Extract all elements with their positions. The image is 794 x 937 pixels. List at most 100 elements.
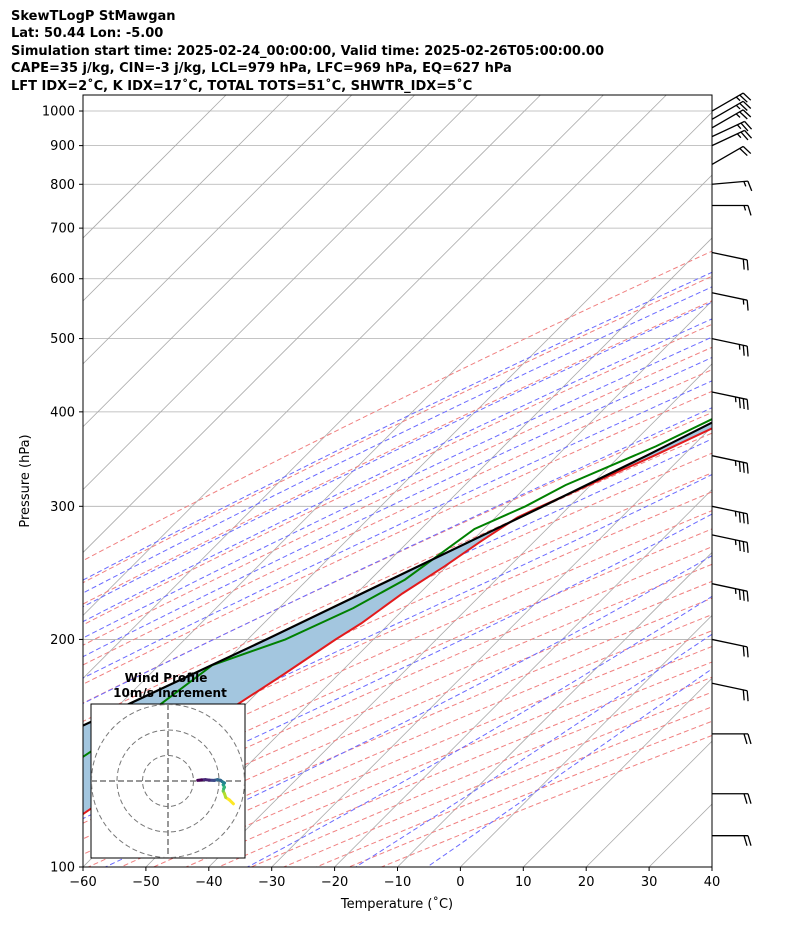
location-line: Lat: 50.44 Lon: -5.00 [11, 26, 164, 42]
barb-staff [711, 583, 748, 592]
barb-feather [742, 109, 752, 118]
inset-title: Wind Profile [125, 671, 208, 685]
barb-feather [747, 793, 752, 804]
barb-feather [746, 513, 749, 525]
isotherm-line [585, 740, 712, 867]
barb-feather [746, 300, 749, 311]
wind-barb [712, 733, 752, 745]
x-tick-label: 20 [578, 875, 595, 890]
dewpoint-line [83, 417, 712, 758]
dry-adiabat [218, 661, 712, 867]
y-tick-label: 700 [50, 222, 75, 237]
wind-barbs [711, 92, 753, 846]
isotherm-line [83, 95, 353, 365]
barb-staff [711, 180, 748, 185]
barb-staff [711, 100, 744, 120]
barb-feather [738, 512, 741, 523]
wind-barb [711, 100, 752, 120]
barb-half-feather [735, 96, 741, 102]
moist-adiabat [83, 301, 712, 608]
isotherm-line [83, 95, 478, 491]
barb-feather [746, 399, 749, 410]
barb-feather [739, 111, 748, 120]
isotherm-line [83, 95, 290, 302]
barb-feather [746, 646, 749, 658]
inset-subtitle: 10m/s increment [113, 686, 227, 700]
moist-adiabat [83, 473, 712, 773]
barb-feather [746, 690, 749, 702]
isotherm-line [83, 95, 415, 428]
isotherm-line [208, 363, 712, 867]
isotherm-line [460, 614, 712, 867]
x-tick-label: −50 [132, 875, 159, 890]
barb-feather [740, 131, 749, 141]
y-tick-label: 900 [50, 139, 75, 154]
wind-barb [711, 682, 749, 702]
barb-staff [711, 129, 745, 147]
barb-feather [742, 398, 745, 410]
barb-feather [742, 92, 752, 101]
y-tick-label: 400 [50, 405, 75, 420]
background-grid [83, 95, 712, 867]
barb-half-feather [743, 205, 747, 211]
x-tick-label: −30 [258, 875, 285, 890]
x-tick-label: −40 [195, 875, 222, 890]
wind-barb [711, 337, 749, 357]
y-tick-label: 300 [50, 500, 75, 515]
barb-feather [742, 259, 745, 270]
barb-staff [711, 92, 744, 112]
barb-feather [742, 541, 745, 552]
parcel-line [83, 421, 712, 727]
temperature-line [83, 427, 712, 816]
isotherm-line [523, 677, 712, 867]
y-tick-label: 100 [50, 861, 75, 876]
wind-barb [711, 455, 749, 474]
barb-staff [711, 638, 748, 648]
wind-barb [711, 145, 752, 165]
time-line: Simulation start time: 2025-02-24_00:00:… [11, 43, 604, 59]
dry-adiabat [83, 369, 712, 666]
isotherm-line [711, 866, 712, 867]
barb-feather [742, 689, 745, 701]
dry-adiabat [83, 452, 712, 740]
y-axis-label: Pressure (hPa) [18, 434, 33, 527]
barb-feather [739, 147, 748, 157]
axes: −60 −50 −40 −30 −20 −10 0 10 20 30 40 100 200 300 400 5… [42, 105, 720, 890]
isotherm-line [397, 551, 712, 867]
barb-feather [742, 345, 745, 356]
barb-staff [711, 391, 748, 401]
barb-feather [742, 145, 752, 155]
moist-adiabat [83, 513, 712, 820]
index-line: LFT IDX=2˚C, K IDX=17˚C, TOTAL TOTS=51˚C… [11, 78, 473, 94]
dry-adiabat [83, 300, 712, 605]
wind-barb [712, 793, 752, 804]
barb-feather [747, 205, 752, 216]
barb-feather [738, 397, 741, 409]
barb-feather [742, 646, 745, 657]
barb-feather [742, 512, 745, 524]
chart-header: SkewTLogP StMawgan Lat: 50.44 Lon: -5.00… [11, 8, 604, 95]
barb-staff [711, 505, 748, 515]
x-axis-label: Temperature (˚C) [340, 896, 453, 912]
y-tick-label: 800 [50, 178, 75, 193]
barb-feather [747, 733, 752, 745]
barb-half-feather [736, 133, 742, 139]
wind-barb [711, 391, 749, 410]
x-tick-label: −10 [384, 875, 411, 890]
isotherm-line [145, 300, 712, 867]
chart-title: SkewTLogP StMawgan [11, 9, 176, 24]
x-tick-label: 0 [456, 875, 464, 890]
barb-feather [746, 259, 749, 271]
hodograph-segment [196, 778, 204, 782]
wind-barb [712, 835, 752, 846]
barb-feather [738, 589, 741, 600]
x-tick-label: 40 [704, 875, 721, 890]
barb-feather [746, 346, 749, 357]
barb-feather [742, 590, 745, 601]
wind-barb [711, 120, 753, 138]
barb-half-feather [735, 104, 741, 110]
barb-half-feather [743, 181, 747, 187]
wind-barb [711, 534, 749, 553]
